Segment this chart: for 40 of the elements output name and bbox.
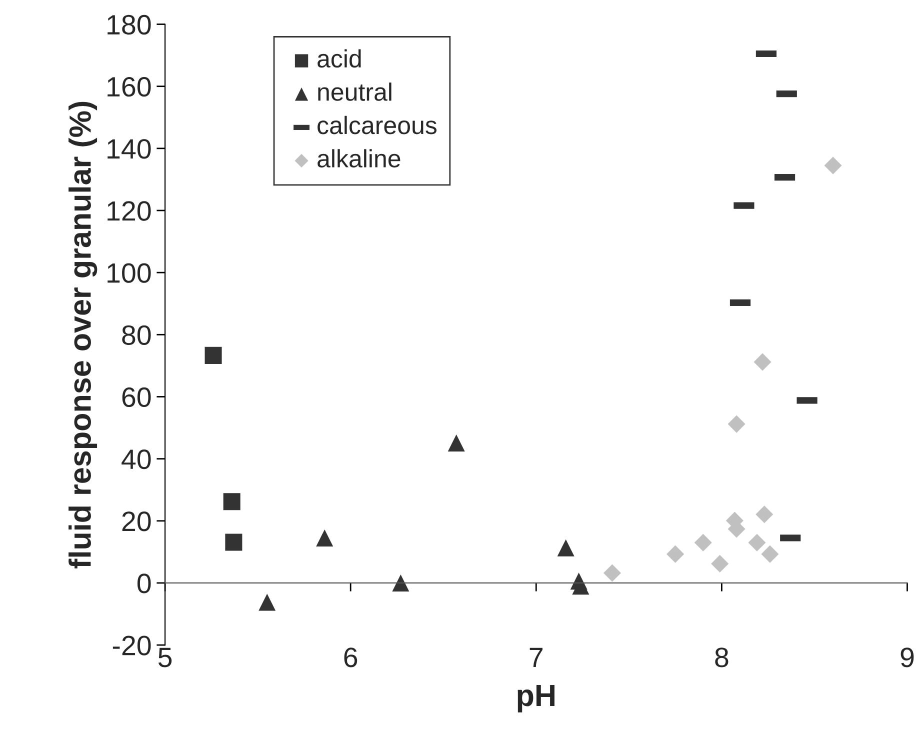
y-tick-label: 140: [108, 139, 151, 159]
point: [711, 554, 729, 572]
y-tick-label: -20: [112, 636, 151, 656]
legend-label: neutral: [318, 82, 392, 101]
y-tick-label: 0: [137, 574, 151, 594]
y-axis-title: fluid response over granular (%): [68, 102, 98, 568]
point: [204, 346, 222, 364]
legend-label: alkaline: [318, 149, 400, 168]
legend-label: calcareous: [318, 116, 437, 134]
point: [761, 545, 779, 563]
point: [824, 156, 842, 174]
point: [603, 564, 622, 582]
y-tick-label: 180: [108, 14, 151, 35]
x-tick-label: 5: [158, 648, 172, 668]
y-tick-label: 160: [108, 77, 151, 97]
x-tick-label: 6: [344, 648, 358, 668]
x-tick-label: 9: [900, 648, 914, 668]
point: [392, 574, 410, 592]
point: [728, 415, 746, 433]
point: [448, 434, 465, 452]
y-tick-label: 20: [122, 512, 151, 532]
x-tick-label: 8: [715, 648, 728, 668]
y-tick-label: 120: [108, 201, 151, 221]
point: [316, 529, 334, 546]
point: [694, 534, 712, 552]
y-tick-label: 40: [122, 449, 151, 470]
y-tick-label: 100: [108, 263, 151, 283]
point: [754, 353, 772, 371]
legend-label: acid: [318, 49, 361, 68]
point: [666, 545, 684, 563]
point: [756, 506, 774, 524]
y-tick-label: 60: [122, 387, 151, 408]
point: [557, 539, 574, 556]
y-tick-label: 80: [122, 325, 151, 345]
point: [225, 534, 242, 551]
point: [748, 534, 766, 552]
x-axis-title: pH: [518, 684, 554, 712]
point: [223, 493, 240, 510]
point: [258, 594, 276, 611]
x-tick-label: 7: [530, 648, 542, 667]
